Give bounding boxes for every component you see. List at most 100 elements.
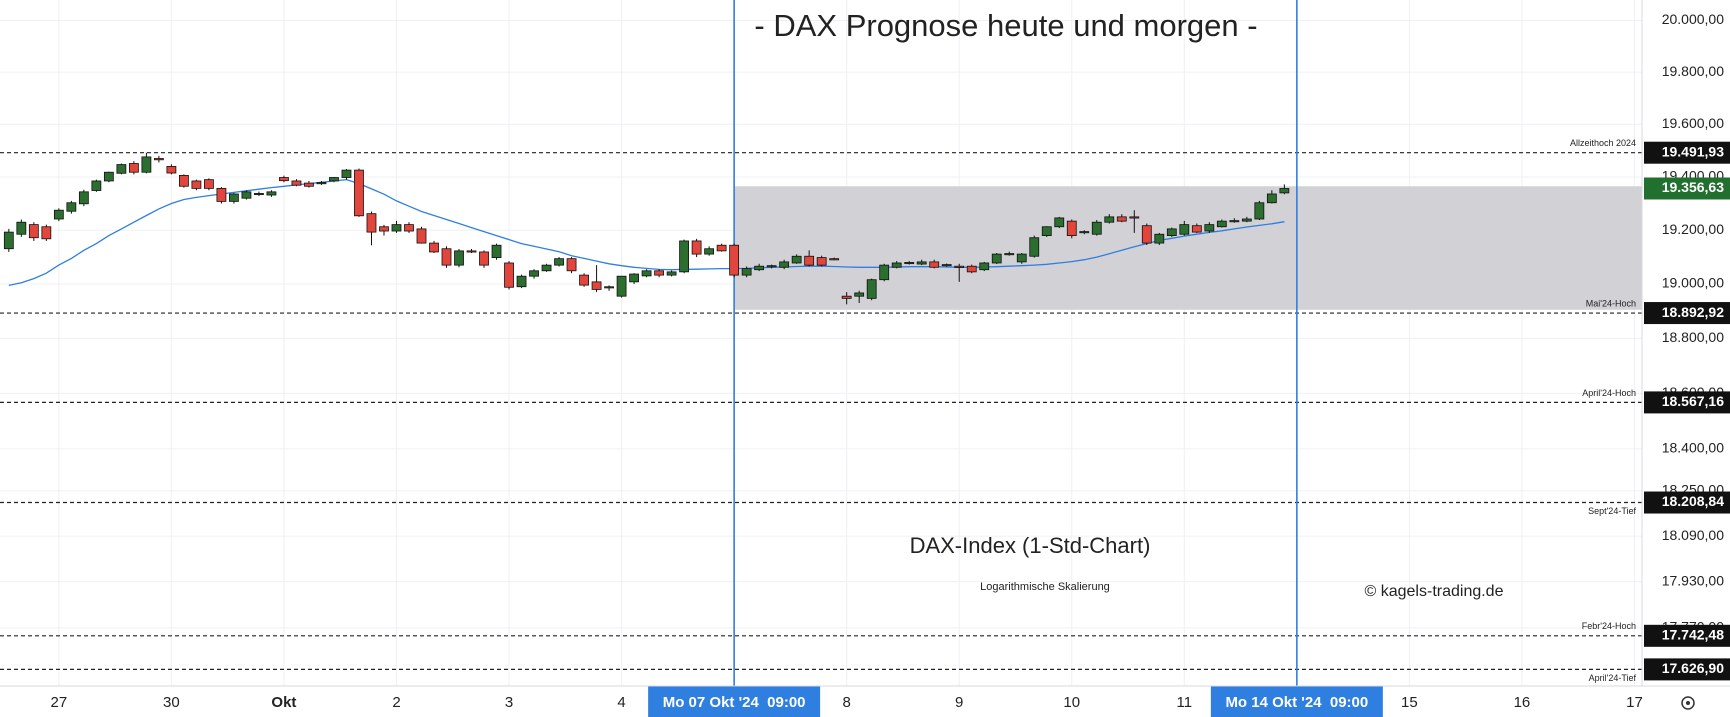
- candle-body: [128, 163, 139, 173]
- x-tick-label: 11: [1177, 694, 1193, 711]
- level-name: Febr'24-Hoch: [1582, 621, 1636, 631]
- candle-body: [466, 250, 477, 253]
- level-name: April'24-Hoch: [1582, 388, 1636, 398]
- x-tick-label: 17: [1626, 694, 1643, 711]
- candle-body: [1129, 216, 1140, 219]
- candle-body: [816, 257, 827, 266]
- level-value: 17.742,48: [1662, 627, 1724, 643]
- candle-body: [979, 262, 990, 271]
- candle-body: [1241, 218, 1252, 222]
- back-layer: [0, 0, 1642, 686]
- x-tick-label: 15: [1401, 694, 1418, 711]
- level-value: 18.567,16: [1662, 393, 1724, 409]
- level-value: 17.626,90: [1662, 660, 1724, 676]
- shaded-range: [734, 186, 1642, 310]
- candle-body: [1104, 216, 1115, 223]
- candle-body: [704, 248, 715, 255]
- y-tick-label: 19.000,00: [1662, 275, 1724, 291]
- scale-note: Logarithmische Skalierung: [980, 581, 1110, 593]
- candle-body: [153, 158, 164, 161]
- candle-body: [529, 270, 539, 277]
- candle-body: [216, 187, 227, 202]
- candle-body: [1266, 193, 1277, 204]
- candle-body: [941, 264, 952, 267]
- candle-body: [1116, 216, 1127, 222]
- y-tick-label: 19.200,00: [1662, 221, 1724, 237]
- level-name: April'24-Tief: [1589, 673, 1637, 683]
- candle-body: [1091, 221, 1102, 235]
- candle-body: [741, 268, 752, 276]
- candle-body: [379, 226, 389, 232]
- chart-title: - DAX Prognose heute und morgen -: [754, 8, 1257, 43]
- candle-body: [804, 255, 815, 266]
- candle-body: [1004, 253, 1015, 256]
- candle-body: [1191, 225, 1202, 233]
- level-value: 18.208,84: [1662, 493, 1724, 509]
- candle-body: [329, 177, 339, 182]
- candle-body: [616, 275, 627, 297]
- credit: © kagels-trading.de: [1365, 583, 1504, 600]
- candle-body: [916, 261, 927, 265]
- level-box: [1644, 302, 1730, 325]
- candle-body: [691, 240, 702, 255]
- candle-body: [679, 240, 690, 273]
- y-tick-label: 19.800,00: [1662, 63, 1724, 79]
- candle-body: [416, 228, 427, 244]
- candle-body: [1016, 253, 1027, 263]
- candle-body: [141, 156, 152, 173]
- candle-body: [229, 193, 239, 202]
- level-box: [1644, 491, 1730, 514]
- candle-body: [1054, 217, 1065, 228]
- level-name: Allzeithoch 2024: [1570, 138, 1636, 148]
- candle-body: [854, 292, 865, 297]
- level-box: [1644, 391, 1730, 414]
- candle-body: [1141, 225, 1152, 244]
- candle-body: [779, 261, 790, 268]
- candle-body: [954, 265, 965, 268]
- x-tick-highlight: [648, 686, 821, 717]
- candle-body: [991, 253, 1002, 264]
- candle-body: [166, 166, 177, 174]
- x-tick-label: 9: [955, 694, 963, 711]
- settings-icon-dot[interactable]: [1686, 701, 1690, 705]
- candle-body: [3, 231, 14, 250]
- candle-body: [516, 275, 527, 288]
- candle-body: [729, 244, 740, 276]
- candle-body: [879, 264, 890, 281]
- candle-body: [1154, 233, 1165, 244]
- candle-body: [91, 180, 102, 191]
- candle-body: [629, 273, 639, 283]
- candle-body: [491, 244, 502, 258]
- candle-body: [929, 261, 940, 268]
- candle-body: [103, 171, 114, 182]
- x-tick-label: 27: [51, 694, 68, 711]
- candle-body: [16, 221, 27, 235]
- candle-body: [316, 182, 327, 185]
- last-price-label: 19.356,63: [1662, 179, 1724, 195]
- y-tick-label: 18.090,00: [1662, 527, 1724, 543]
- candle-body: [841, 295, 852, 299]
- candle-body: [541, 264, 552, 272]
- settings-icon-ring[interactable]: [1681, 696, 1695, 710]
- candle-body: [366, 213, 377, 233]
- candle-body: [429, 242, 439, 253]
- candle-body: [654, 270, 664, 276]
- candle-body: [53, 209, 64, 220]
- candle-body: [1254, 202, 1265, 220]
- x-tick-label: Okt: [271, 694, 296, 711]
- candle-body: [1079, 231, 1090, 234]
- candle-body: [554, 258, 564, 266]
- settings-icon[interactable]: [1681, 696, 1695, 710]
- candle-body: [78, 191, 89, 205]
- candle-body: [666, 271, 677, 276]
- candle-body: [891, 262, 902, 268]
- candle-body: [204, 179, 214, 189]
- x-tick-label: 8: [843, 694, 851, 711]
- level-value: 18.892,92: [1662, 304, 1724, 320]
- x-tick-label: 16: [1514, 694, 1531, 711]
- candle-body: [754, 265, 765, 271]
- candle-body: [441, 248, 452, 266]
